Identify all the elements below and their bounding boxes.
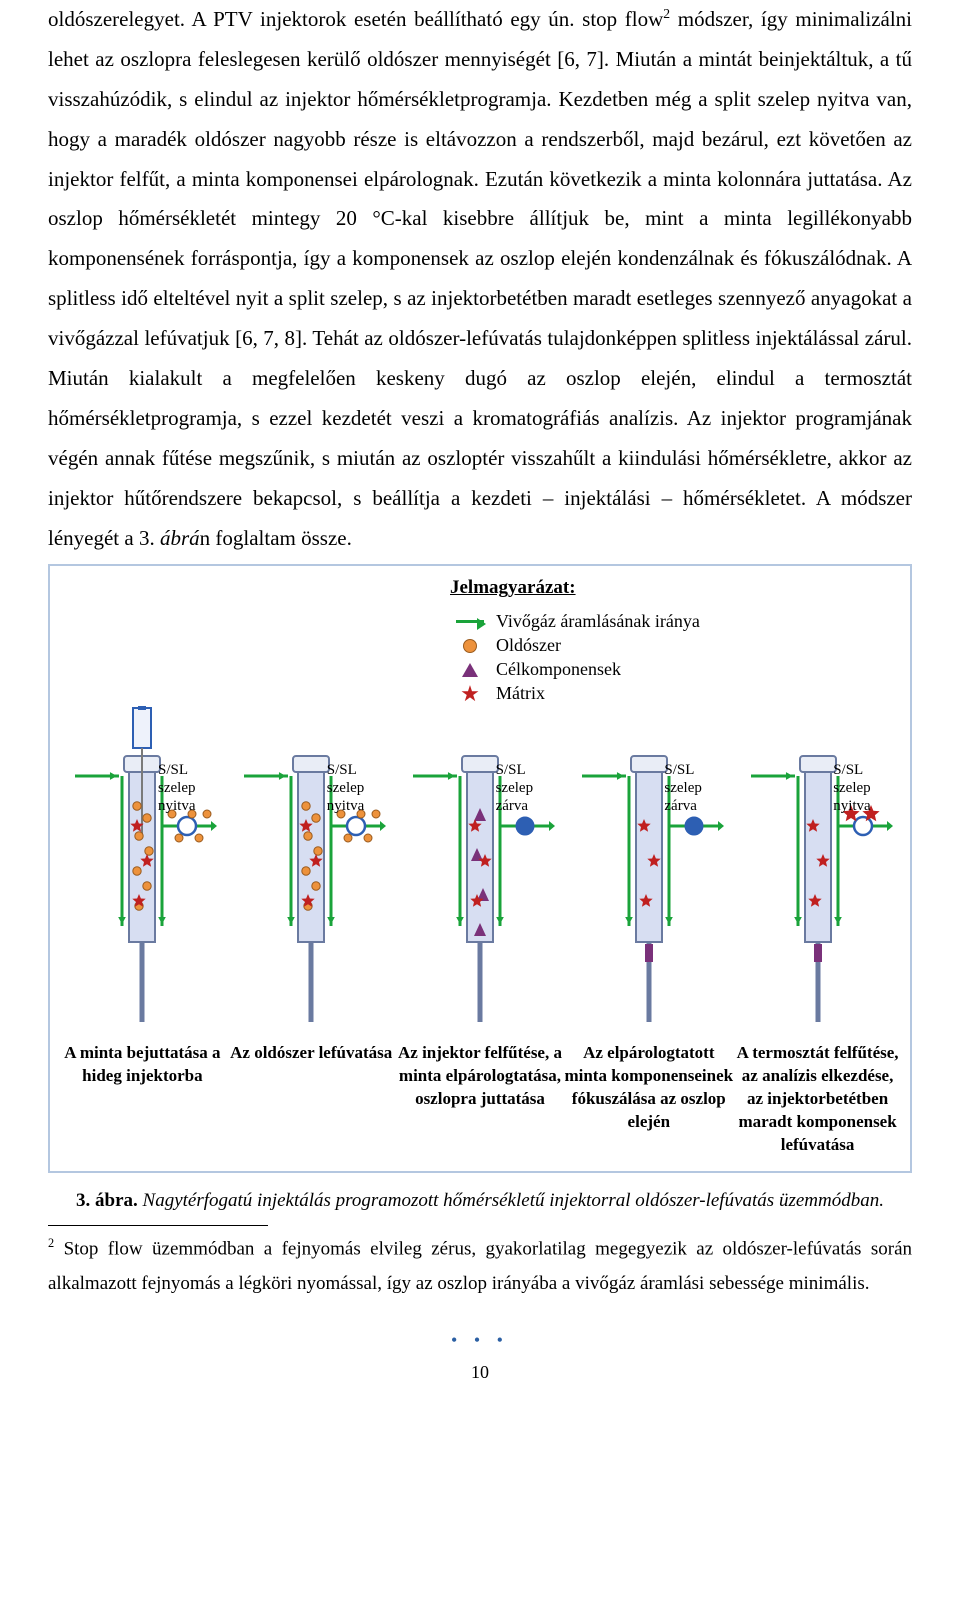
valve-label: S/SL szelepzárva — [664, 761, 733, 815]
figure-stages-row: S/SL szelepnyitva A minta bejuttatása a h… — [58, 706, 902, 1157]
stage-caption: A termosztát felfűtése, az analízis elke… — [733, 1042, 902, 1157]
footnote-rule — [48, 1225, 268, 1226]
legend-row: ★Mátrix — [450, 683, 870, 705]
injector-diagram — [564, 706, 733, 1026]
stage-caption: Az injektor felfűtése, a minta elpárolog… — [396, 1042, 565, 1111]
stage-caption: A minta bejuttatása a hideg injektorba — [58, 1042, 227, 1088]
footnote: 2 Stop flow üzemmódban a fejnyomás elvil… — [48, 1232, 912, 1301]
page-footer: • • • 10 — [48, 1323, 912, 1389]
footer-dots-icon: • • • — [48, 1323, 912, 1357]
figure-panel: Jelmagyarázat: Vivőgáz áramlásának irány… — [48, 564, 912, 1173]
figure-stage: S/SL szelepzárva Az elpárologtatott minta… — [564, 706, 733, 1157]
legend-title: Jelmagyarázat: — [450, 570, 870, 606]
figure-stage: S/SL szelepnyitva A termosztát felfűtése,… — [733, 706, 902, 1157]
valve-label: S/SL szelepnyitva — [833, 761, 902, 815]
stage-caption: Az oldószer lefúvatása — [227, 1042, 396, 1065]
figure-stage: S/SL szelepzárva Az injektor felfűtése, a… — [396, 706, 565, 1157]
triangle-icon — [462, 663, 478, 677]
valve-label: S/SL szelepzárva — [496, 761, 565, 815]
figure-stage: S/SL szelepnyitva A minta bejuttatása a h… — [58, 706, 227, 1157]
footnote-text: Stop flow üzemmódban a fejnyomás elvileg… — [48, 1239, 912, 1294]
injector-diagram — [733, 706, 902, 1026]
valve-label: S/SL szelepnyitva — [158, 761, 227, 815]
injector-diagram — [58, 706, 227, 1026]
dot-icon — [463, 639, 477, 653]
figure-stage: S/SL szelepnyitva Az oldószer lefúvatása — [227, 706, 396, 1157]
arrow-icon — [456, 620, 484, 623]
injector-diagram — [227, 706, 396, 1026]
star-icon: ★ — [460, 683, 480, 705]
page-number: 10 — [48, 1355, 912, 1389]
figure-caption-number: 3. ábra. — [76, 1190, 138, 1211]
figure-caption: 3. ábra. Nagytérfogatú injektálás progra… — [48, 1183, 912, 1219]
figure-caption-text: Nagytérfogatú injektálás programozott hő… — [138, 1190, 884, 1211]
stage-caption: Az elpárologtatott minta komponenseinek … — [564, 1042, 733, 1134]
body-paragraph: oldószerelegyet. A PTV injektorok esetén… — [48, 0, 912, 558]
injector-diagram — [396, 706, 565, 1026]
valve-label: S/SL szelepnyitva — [327, 761, 396, 815]
figure-legend: Jelmagyarázat: Vivőgáz áramlásának irány… — [450, 570, 870, 706]
